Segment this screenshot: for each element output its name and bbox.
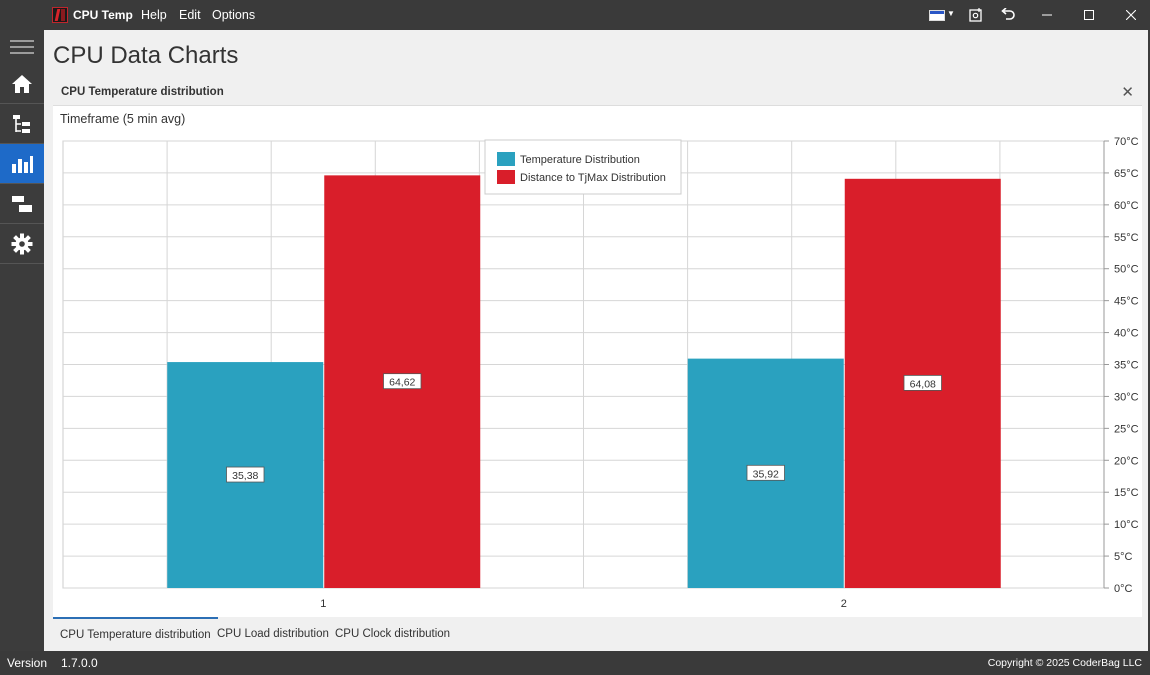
y-tick-label: 35°C bbox=[1114, 360, 1139, 372]
layout-icon bbox=[12, 195, 32, 212]
menu-edit[interactable]: Edit bbox=[179, 8, 201, 22]
version-value: 1.7.0.0 bbox=[61, 656, 98, 670]
x-tick-label: 1 bbox=[320, 598, 326, 610]
legend-swatch bbox=[497, 170, 515, 184]
legend bbox=[484, 139, 682, 195]
sidebar-item-home[interactable] bbox=[0, 64, 44, 104]
menu-options[interactable]: Options bbox=[212, 8, 256, 22]
y-tick-label: 40°C bbox=[1114, 328, 1139, 340]
timeframe-label: Timeframe (5 min avg) bbox=[60, 112, 186, 126]
y-tick-label: 20°C bbox=[1114, 455, 1139, 467]
gear-icon bbox=[11, 233, 33, 254]
version-label: Version bbox=[7, 656, 48, 670]
bar-chart: 0°C 5°C 10°C 15°C 20°C 25°C 30°C 35°C 40°C 45°C 50… bbox=[62, 136, 1139, 610]
app-title: CPU Temp bbox=[73, 8, 133, 22]
status-bar: Version 1.7.0.0 Copyright © 2025 CoderBa… bbox=[0, 651, 1150, 675]
screenshot-icon[interactable] bbox=[966, 0, 986, 30]
data-label-box bbox=[903, 375, 942, 391]
legend-label: Temperature Distribution bbox=[520, 154, 640, 166]
copyright-text: Copyright © 2025 CoderBag LLC bbox=[987, 657, 1142, 669]
data-label-box bbox=[746, 464, 785, 481]
data-label: 35,92 bbox=[753, 468, 779, 480]
y-tick-label: 10°C bbox=[1114, 519, 1139, 531]
y-tick-label: 30°C bbox=[1114, 391, 1139, 403]
panel-close-icon[interactable]: ✕ bbox=[1121, 84, 1134, 101]
y-tick-label: 0°C bbox=[1114, 583, 1133, 595]
y-tick-label: 60°C bbox=[1114, 200, 1139, 212]
y-tick-label: 50°C bbox=[1114, 264, 1139, 276]
x-tick-label: 2 bbox=[841, 598, 847, 610]
home-icon bbox=[12, 74, 32, 93]
chart-tabs: CPU Temperature distribution CPU Load di… bbox=[53, 617, 1142, 651]
legend-label: Distance to TjMax Distribution bbox=[520, 172, 666, 184]
y-tick-label: 15°C bbox=[1114, 487, 1139, 499]
tab-cpu-clock[interactable]: CPU Clock distribution bbox=[335, 628, 451, 640]
maximize-icon[interactable] bbox=[1072, 0, 1106, 30]
language-flag-icon[interactable] bbox=[929, 10, 945, 21]
y-tick-label: 70°C bbox=[1114, 136, 1139, 148]
panel-title: CPU Temperature distribution bbox=[61, 86, 224, 98]
data-label: 64,62 bbox=[389, 377, 415, 389]
sidebar-nav bbox=[0, 30, 44, 651]
hamburger-menu-icon[interactable] bbox=[0, 30, 44, 64]
tab-cpu-load[interactable]: CPU Load distribution bbox=[217, 628, 329, 640]
data-label-box bbox=[226, 466, 265, 483]
title-bar: CPU Temp Help Edit Options ▼ bbox=[0, 0, 1150, 30]
page-title: CPU Data Charts bbox=[53, 42, 239, 69]
menu-help[interactable]: Help bbox=[141, 8, 167, 22]
sidebar-item-settings[interactable] bbox=[0, 224, 44, 264]
y-tick-label: 55°C bbox=[1114, 232, 1139, 244]
chart-panel: Timeframe (5 min avg) 0°C 5°C 10°C 15°C 20°C… bbox=[53, 106, 1142, 617]
sidebar-item-layout[interactable] bbox=[0, 184, 44, 224]
data-label: 64,08 bbox=[910, 378, 936, 390]
app-logo-icon bbox=[52, 7, 68, 23]
minimize-icon[interactable] bbox=[1030, 0, 1064, 30]
y-tick-label: 5°C bbox=[1114, 551, 1133, 563]
bar-chart-icon bbox=[12, 155, 33, 173]
chevron-down-icon[interactable]: ▼ bbox=[947, 9, 955, 18]
data-label-box bbox=[383, 373, 422, 390]
tree-view-icon bbox=[13, 114, 30, 133]
sidebar-item-tree[interactable] bbox=[0, 104, 44, 144]
main-content: CPU Data Charts CPU Temperature distribu… bbox=[44, 30, 1148, 651]
tab-cpu-temperature[interactable]: CPU Temperature distribution bbox=[53, 617, 218, 651]
y-tick-label: 45°C bbox=[1114, 296, 1139, 308]
data-label: 35,38 bbox=[232, 470, 258, 482]
y-tick-label: 25°C bbox=[1114, 423, 1139, 435]
panel-header: CPU Temperature distribution ✕ bbox=[53, 80, 1142, 106]
undo-icon[interactable] bbox=[996, 0, 1018, 30]
close-icon[interactable] bbox=[1114, 0, 1148, 30]
sidebar-item-charts[interactable] bbox=[0, 144, 44, 184]
y-tick-label: 65°C bbox=[1114, 168, 1139, 180]
legend-swatch bbox=[497, 152, 515, 166]
